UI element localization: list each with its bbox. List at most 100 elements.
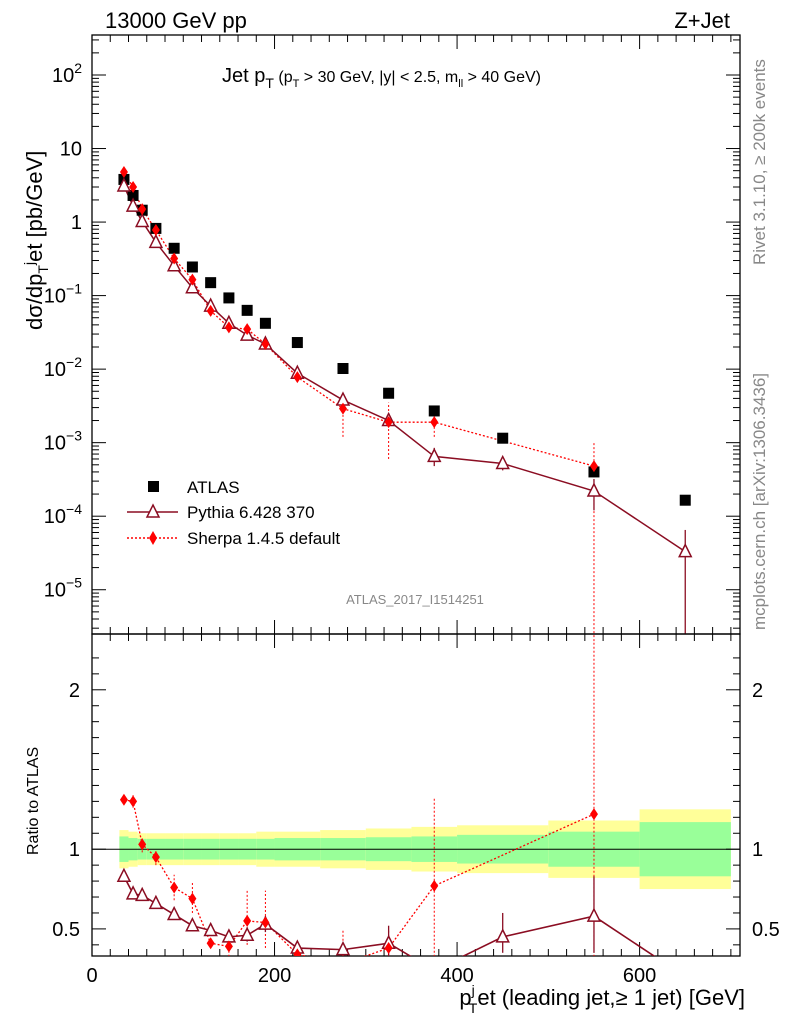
rivet-label: Rivet 3.1.10, ≥ 200k events [750,59,769,265]
ratio-pythia-point [125,885,141,900]
pythia-point [125,197,141,212]
ratio-y-tick-label-right-2: 2 [752,680,763,702]
ratio-y-tick-label-right-1: 1 [752,839,763,861]
atlas-point [127,189,139,201]
legend-atlas-label: ATLAS [187,478,240,497]
main-y-tick-label-3: 10−2 [44,354,82,381]
x-tick-label-2: 400 [440,965,473,987]
pythia-point [678,542,693,558]
pythia-point [166,257,182,272]
atlas-point [241,304,253,316]
sherpa-point [243,323,252,336]
main-panel: 10−5 10−4 10−3 10−2 10−1 1 10 102 [44,34,741,642]
sherpa-point [170,252,179,265]
atlas-point [186,261,198,273]
ratio-sherpa-point [243,914,252,927]
ratio-frame [91,633,741,957]
legend: ATLAS Pythia 6.428 370 Sherpa 1.4.5 defa… [127,478,340,548]
x-tick-label-1: 200 [258,965,291,987]
ratio-sherpa-point [589,808,598,821]
sherpa-point [589,460,598,473]
sherpa-point [224,321,233,334]
ratio-y-axis-label: Ratio to ATLAS [25,747,42,855]
ratio-sherpa-point [384,942,393,955]
main-y-tick-label-6: 10 [60,139,82,161]
pythia-point [116,177,132,192]
ratio-y-tick-label-right-0: 0.5 [752,919,780,941]
ratio-sherpa-point [138,838,147,851]
header-right: Z+Jet [674,8,730,33]
ratio-sherpa-point [188,892,197,905]
ratio-sherpa-point [261,916,270,929]
main-y-axis-label: dσ/dpTjet [pb/GeV] [21,151,51,330]
sherpa-line [123,171,595,467]
atlas-point [337,363,349,375]
legend-atlas-marker [148,481,159,492]
atlas-point [497,432,509,444]
pythia-point [586,482,602,497]
ratio-y-tick-label-2: 2 [69,680,80,702]
ratio-pythia-point [239,926,255,942]
mcplots-label: mcplots.cern.ch [arXiv:1306.3436] [750,373,769,630]
sherpa-point [338,402,347,415]
atlas-point [259,317,271,329]
pythia-point [148,233,164,249]
sherpa-point [430,416,439,429]
sherpa-point [384,416,393,429]
ratio-sherpa-point [224,940,233,953]
atlas-point [205,277,217,289]
atlas-point [168,242,180,254]
sherpa-point [261,337,270,350]
ratio-panel: 0 200 400 600 0.5 0.5 1 1 2 2 [52,633,780,987]
atlas-point [383,387,395,399]
ratio-pythia-point [134,886,150,902]
x-tick-label-0: 0 [86,965,97,987]
main-y-tick-label-2: 10−3 [44,428,82,455]
sherpa-point [206,304,215,317]
plot-title: Jet pT (pT > 30 GeV, |y| < 2.5, mll > 40… [222,65,541,91]
atlas-point [291,337,303,349]
ratio-pythia-point [679,970,691,982]
atlas-point [428,405,440,417]
ratio-sherpa-point [339,958,347,970]
ratio-sherpa-point [129,795,138,808]
atlas-point [679,494,691,506]
ratio-y-tick-label-1: 1 [69,839,80,861]
ratio-series-group [116,641,691,982]
ratio-pythia-point [148,894,164,910]
ratio-sherpa-point [430,879,439,892]
ratio-sherpa-point [170,881,179,894]
main-y-tick-label-4: 10−1 [44,281,82,308]
sherpa-point [151,224,160,237]
ratio-sherpa-point [119,793,128,806]
pythia-point [427,447,442,463]
ratio-pythia-point [203,921,218,937]
legend-pythia-marker [145,503,161,518]
pythia-point [495,454,510,470]
main-y-tick-label-7: 102 [52,60,82,87]
legend-pythia-label: Pythia 6.428 370 [187,503,315,522]
analysis-id: ATLAS_2017_I1514251 [346,592,484,607]
ratio-pythia-point [116,867,132,883]
sherpa-point [188,273,197,286]
x-tick-label-3: 600 [623,965,656,987]
sherpa-point [129,180,138,193]
legend-sherpa-label: Sherpa 1.4.5 default [187,529,340,548]
pythia-point [134,212,150,228]
ratio-sherpa-point [293,948,302,956]
sherpa-point [138,203,147,216]
ratio-pythia-point [185,917,200,932]
ratio-pythia-point [495,928,510,943]
ratio-sherpa-point [151,851,160,864]
ratio-sherpa-line [123,799,595,956]
x-axis-label: pj Tet (leading jet,≥ 1 jet) [GeV] [459,982,745,1016]
ratio-y-tick-label-0: 0.5 [52,919,80,941]
ratio-pythia-point [586,907,602,922]
sherpa-point [293,371,302,384]
main-y-tick-label-1: 10−4 [44,501,82,528]
header-left: 13000 GeV pp [105,8,247,33]
ratio-pythia-point [166,905,182,921]
ratio-pythia-point [428,963,440,975]
ratio-pythia-point [335,940,351,956]
